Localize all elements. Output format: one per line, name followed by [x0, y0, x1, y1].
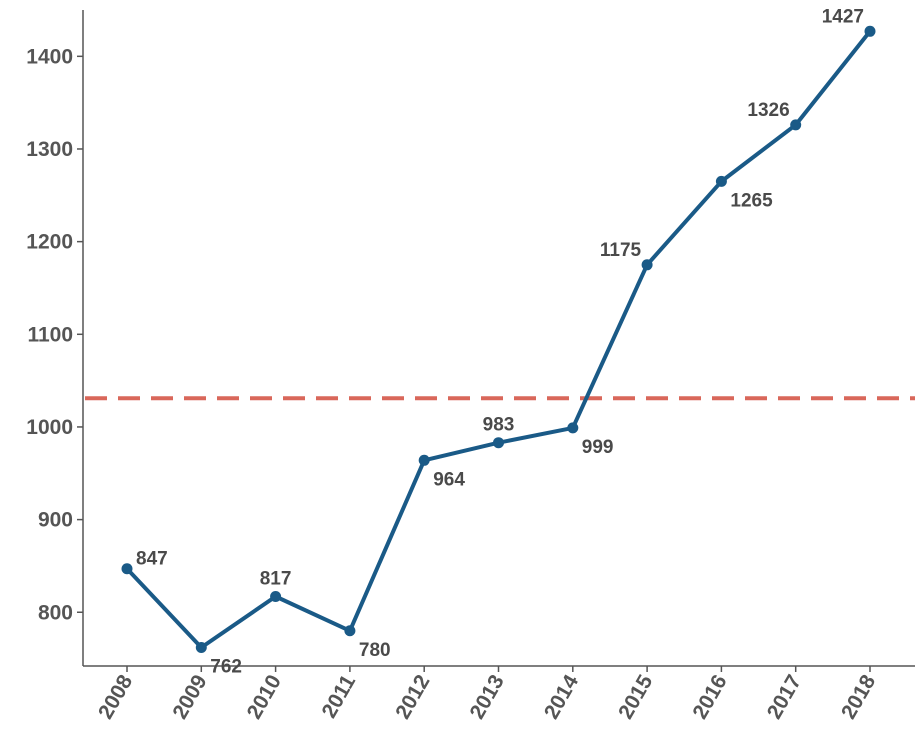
x-tick-label: 2012	[391, 671, 434, 723]
data-label: 847	[136, 549, 168, 570]
x-tick-label: 2010	[243, 671, 286, 723]
data-point	[270, 591, 282, 603]
data-point	[195, 641, 207, 653]
x-tick-label: 2017	[763, 671, 806, 723]
data-point	[864, 25, 876, 37]
y-tick-label: 800	[38, 601, 73, 624]
y-tick-label: 1400	[26, 45, 73, 68]
y-tick-label: 900	[38, 509, 73, 532]
x-tick-label: 2008	[94, 671, 137, 723]
x-tick-label: 2014	[540, 671, 583, 723]
data-label: 1427	[822, 6, 864, 27]
series-line	[125, 29, 872, 650]
x-tick-label: 2016	[688, 671, 731, 723]
data-point	[493, 437, 504, 449]
y-tick-label: 1000	[26, 416, 73, 439]
data-label: 762	[210, 656, 242, 677]
x-tick-label: 2018	[837, 671, 880, 723]
y-axis-ticks: 800 900 1000 1100 1200 1300 1400	[26, 45, 83, 624]
data-label: 983	[483, 415, 515, 436]
y-tick-label: 1200	[26, 231, 73, 254]
data-point	[641, 259, 653, 271]
data-point	[715, 175, 727, 187]
x-tick-label: 2013	[466, 671, 509, 723]
y-tick-label: 1300	[26, 138, 73, 161]
x-tick-label: 2009	[168, 671, 211, 723]
data-point	[790, 119, 802, 131]
data-label: 1326	[747, 100, 789, 121]
data-label: 817	[260, 569, 292, 590]
data-point	[418, 454, 430, 466]
data-label: 964	[433, 469, 465, 490]
data-point	[344, 625, 356, 637]
data-labels-group: 847 762 817 780 964 983 999 1175 1265 1326 1427	[136, 6, 864, 677]
data-label: 999	[582, 437, 614, 458]
x-tick-label: 2011	[318, 671, 361, 722]
points-group	[121, 25, 876, 653]
data-label: 780	[359, 640, 391, 661]
data-point	[567, 422, 579, 434]
data-label: 1175	[600, 240, 642, 261]
axes	[82, 10, 915, 667]
data-label: 1265	[730, 190, 773, 211]
data-point	[121, 563, 133, 575]
x-tick-label: 2015	[614, 671, 657, 723]
y-tick-label: 1100	[27, 323, 73, 346]
series-group	[125, 29, 872, 650]
